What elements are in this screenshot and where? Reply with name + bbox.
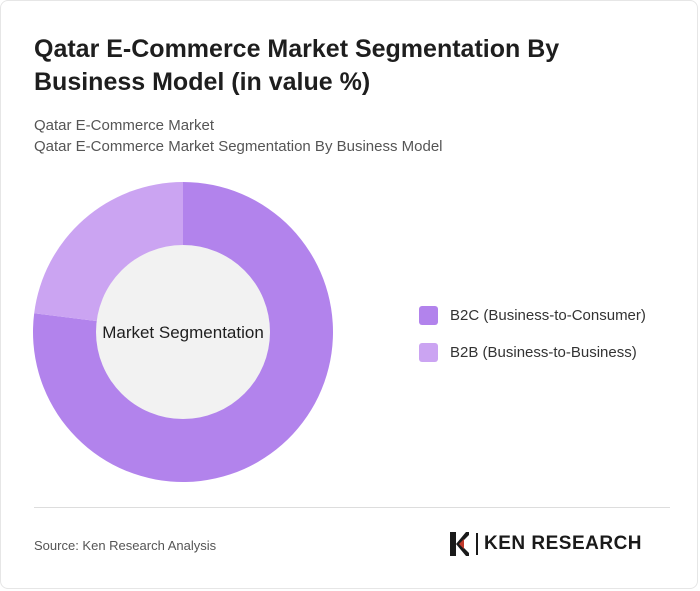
source-note: Source: Ken Research Analysis [34, 538, 217, 553]
subtitle-line-1: Qatar E-Commerce Market [34, 117, 215, 134]
ken-research-logo: KEN RESEARCH [448, 531, 642, 557]
logo-text: KEN RESEARCH [484, 533, 643, 554]
donut-center-label: Market Segmentation [102, 323, 264, 342]
donut-hole [96, 245, 270, 419]
subtitle-line-2: Qatar E-Commerce Market Segmentation By … [34, 138, 443, 155]
logo-separator [476, 533, 478, 555]
ken-research-logo-icon [450, 532, 469, 556]
chart-subtitle: Qatar E-Commerce Market Qatar E-Commerce… [34, 115, 443, 157]
legend-label-b2c: B2C (Business-to-Consumer) [450, 306, 646, 324]
chart-title: Qatar E-Commerce Market Segmentation By … [34, 35, 560, 96]
legend-swatch-b2c [419, 305, 438, 325]
legend-swatch-b2b [419, 342, 438, 362]
legend-item-b2c: B2C (Business-to-Consumer) [419, 303, 646, 327]
chart-legend: B2C (Business-to-Consumer) B2B (Business… [419, 303, 646, 377]
legend-label-b2b: B2B (Business-to-Business) [450, 343, 637, 361]
footer-divider [34, 507, 670, 508]
legend-item-b2b: B2B (Business-to-Business) [419, 340, 646, 364]
